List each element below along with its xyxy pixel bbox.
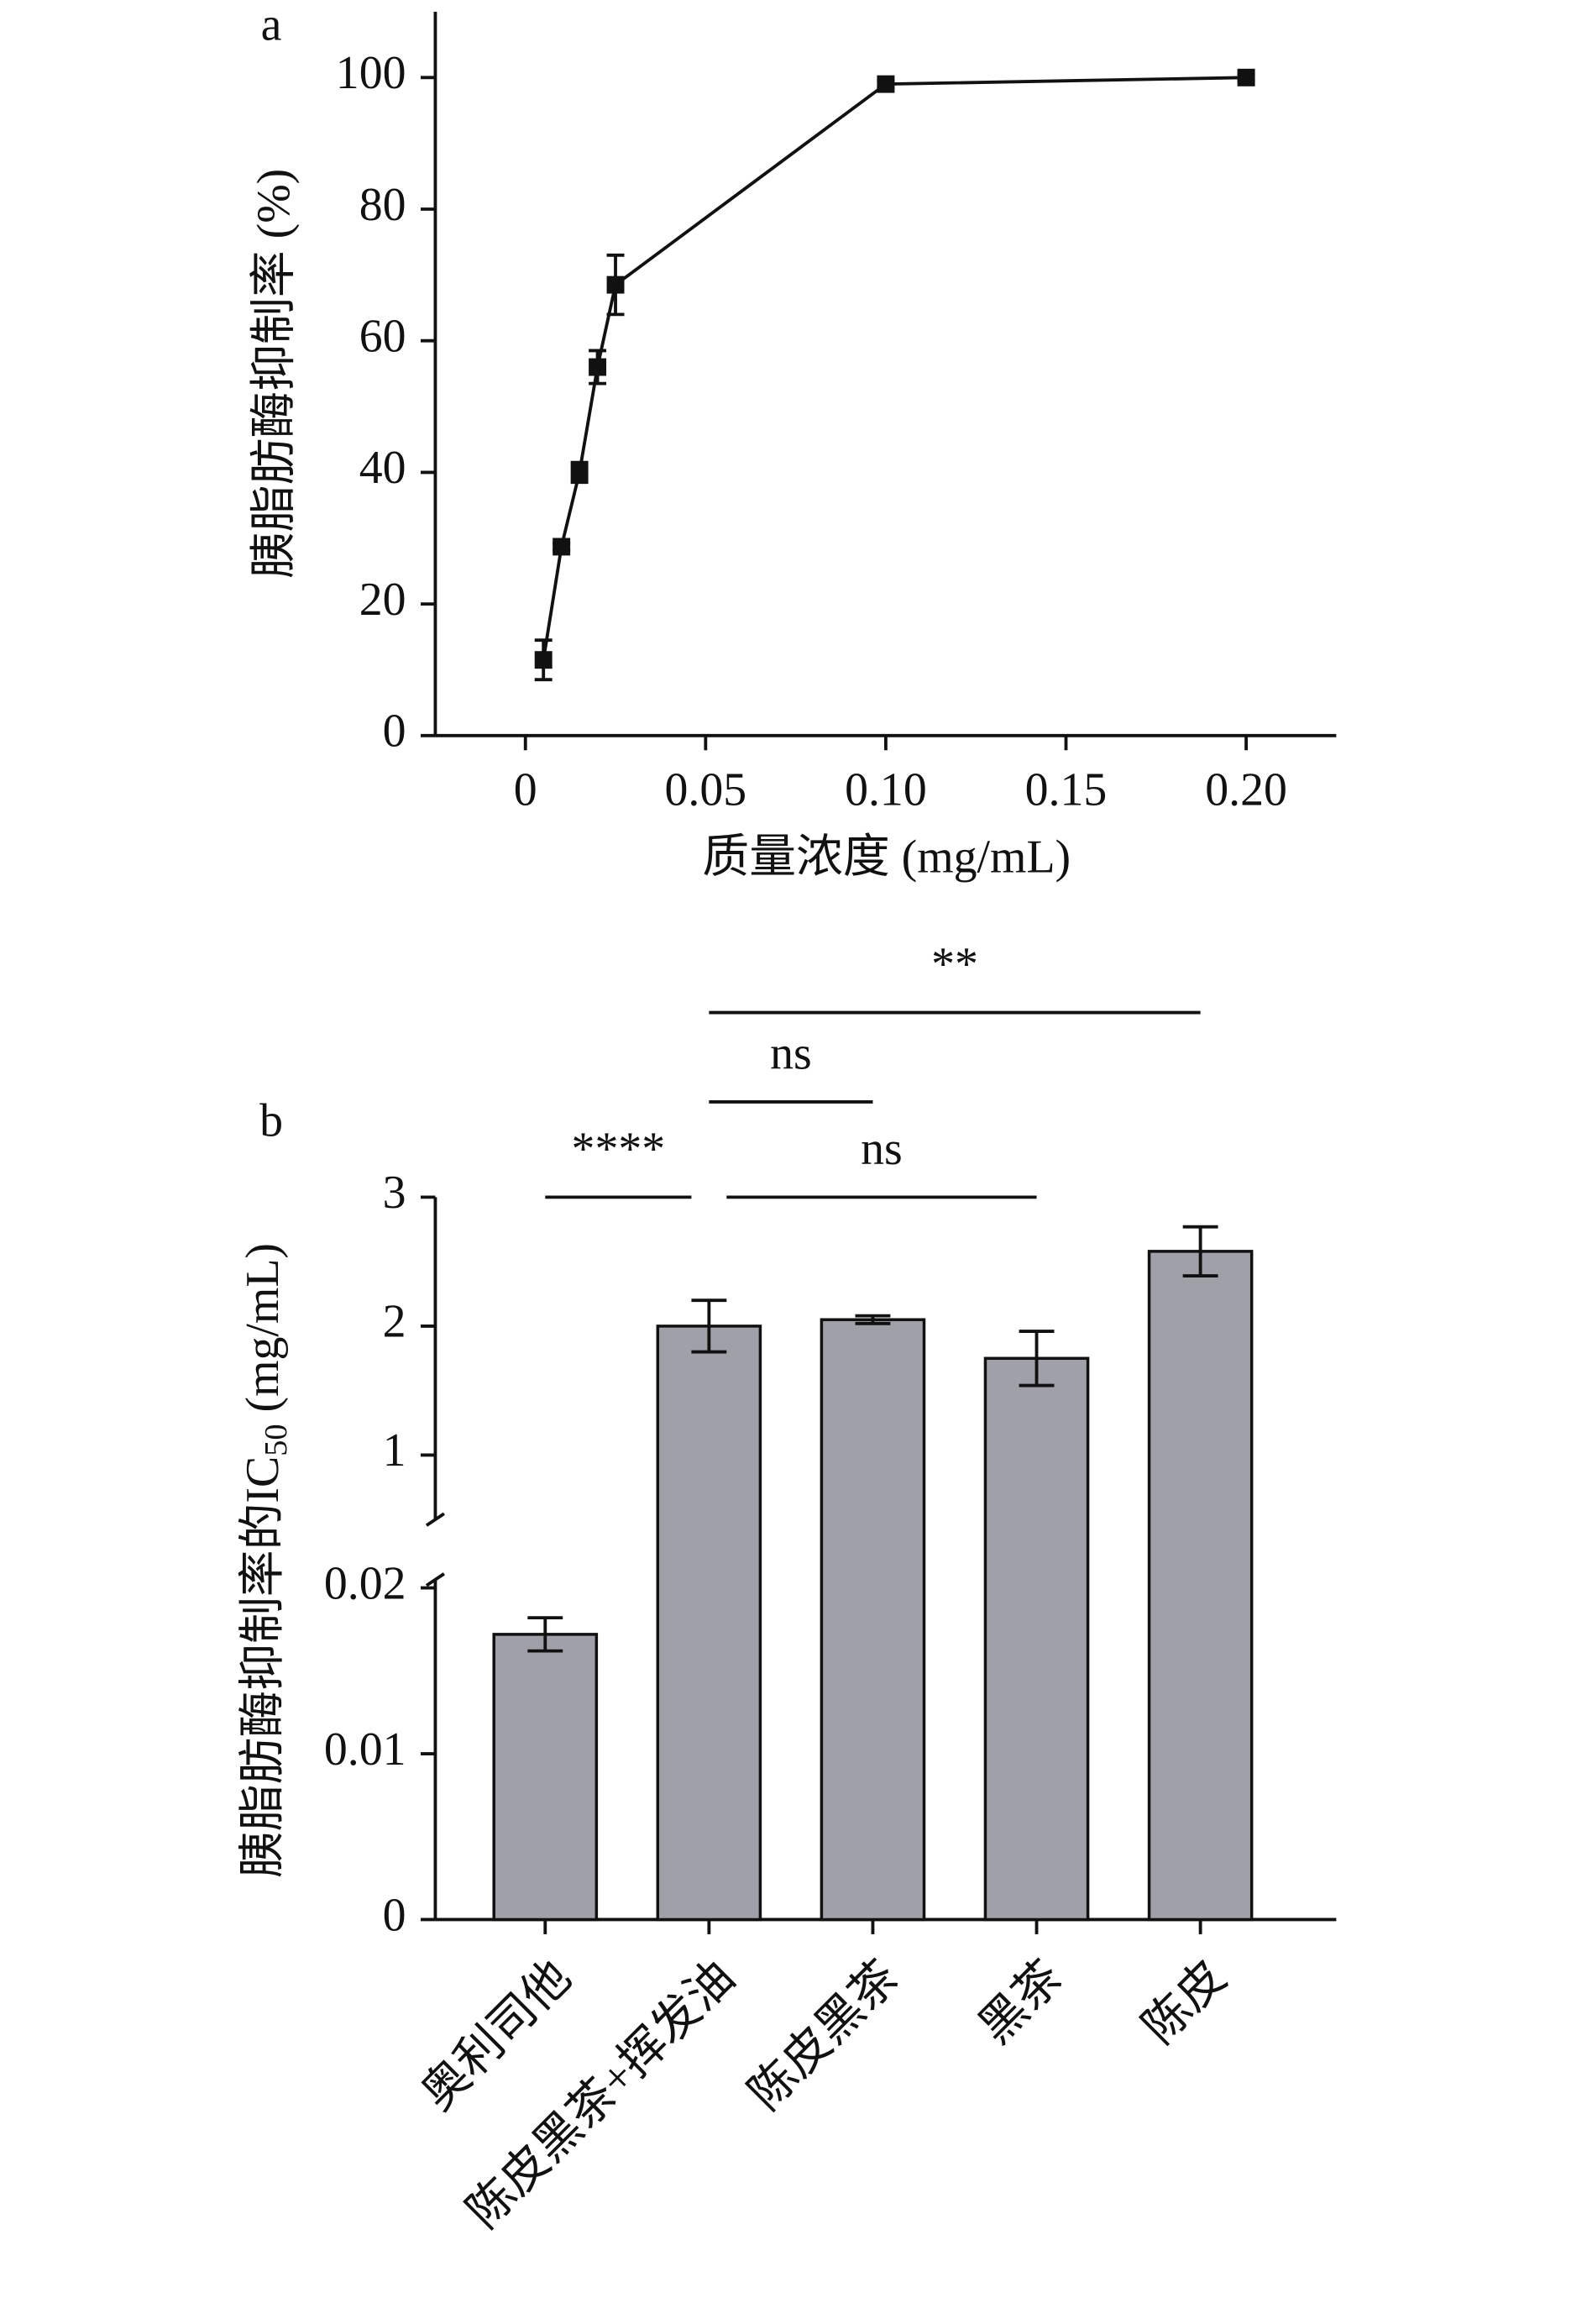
y-tick-label: 0 xyxy=(383,706,406,758)
y-tick-label: 40 xyxy=(359,442,406,494)
data-point xyxy=(534,651,553,669)
error-bar xyxy=(691,1298,727,1354)
data-point xyxy=(1237,68,1255,87)
bar xyxy=(492,1633,599,1922)
x-tick-label: 陈皮 xyxy=(1134,1951,1237,2054)
significance-label: **** xyxy=(572,1123,666,1175)
bar xyxy=(820,1318,926,1922)
error-bar xyxy=(527,1616,563,1653)
x-tick-label: 0.05 xyxy=(664,763,746,816)
y-tick-label: 2 xyxy=(383,1296,406,1348)
bar xyxy=(1147,1250,1254,1922)
data-point xyxy=(589,358,607,376)
y-tick-label: 100 xyxy=(336,47,406,99)
y-tick-label: 80 xyxy=(359,179,406,231)
panel-label: a xyxy=(261,0,282,51)
x-tick-label: 奥利司他 xyxy=(411,1951,581,2121)
x-tick-label: 0 xyxy=(514,763,537,816)
y-label-unit: (mg/mL) xyxy=(237,1243,289,1424)
x-tick-label: 0.15 xyxy=(1025,763,1108,816)
data-point xyxy=(553,538,571,556)
data-point xyxy=(606,275,625,294)
bar xyxy=(656,1325,762,1922)
bar xyxy=(983,1356,1090,1922)
y-tick-label: 0 xyxy=(383,1889,406,1941)
axis-break xyxy=(425,1512,445,1527)
error-bar xyxy=(855,1314,891,1325)
y-tick-label: 0.02 xyxy=(324,1557,406,1609)
error-bar xyxy=(1019,1330,1055,1388)
y-axis-label: 胰脂肪酶抑制率 (%) xyxy=(249,169,301,579)
data-point xyxy=(877,75,895,93)
x-tick-label: 黑茶 xyxy=(969,1951,1072,2054)
y-tick-label: 1 xyxy=(383,1424,406,1477)
y-tick-label: 20 xyxy=(359,574,406,626)
significance-label: ** xyxy=(931,938,978,990)
x-axis-label: 质量浓度 (mg/mL) xyxy=(702,831,1071,884)
x-tick-label: 0.20 xyxy=(1205,763,1287,816)
y-axis-label: 胰脂肪酶抑制率的IC50 (mg/mL) xyxy=(237,1243,294,1878)
significance-label: ns xyxy=(770,1027,812,1079)
y-tick-label: 0.01 xyxy=(324,1723,406,1776)
significance-label: ns xyxy=(861,1123,903,1175)
axis-break xyxy=(425,1572,445,1587)
y-label-main: 胰脂肪酶抑制率的IC xyxy=(237,1456,289,1878)
y-tick-label: 60 xyxy=(359,311,406,363)
data-point xyxy=(570,463,589,481)
data-line xyxy=(542,76,1247,661)
y-tick-label: 3 xyxy=(383,1167,406,1219)
x-tick-label: 0.10 xyxy=(845,763,927,816)
x-tick-label: 陈皮黑茶 xyxy=(739,1951,909,2121)
panel-label: b xyxy=(259,1095,283,1147)
error-bar xyxy=(1182,1225,1218,1277)
y-label-sub: 50 xyxy=(259,1424,294,1456)
